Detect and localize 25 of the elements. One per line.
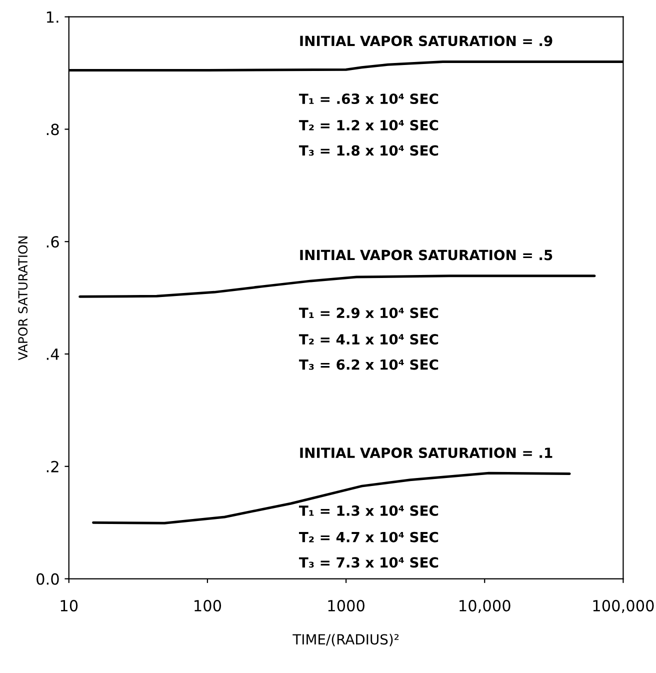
y-tick-label: 0.0 xyxy=(36,573,59,585)
x-tick-label: 10,000 xyxy=(460,600,510,613)
annotation: T₂ = 1.2 x 10⁴ SEC xyxy=(298,120,438,130)
annotation: INITIAL VAPOR SATURATION = .5 xyxy=(300,250,552,260)
annotation: T₁ = .63 x 10⁴ SEC xyxy=(298,94,438,104)
annotation: T₂ = 4.1 x 10⁴ SEC xyxy=(298,334,438,345)
x-tick-label: 1000 xyxy=(328,600,364,612)
annotation: INITIAL VAPOR SATURATION = .9 xyxy=(300,36,552,46)
annotation: T₃ = 6.2 x 10⁴ SEC xyxy=(298,359,438,370)
annotation: T₂ = 4.7 x 10⁴ SEC xyxy=(298,532,438,542)
y-tick-label: 1. xyxy=(46,11,58,23)
x-tick-label: 100,000 xyxy=(593,600,654,613)
annotation: T₃ = 7.3 x 10⁴ SEC xyxy=(298,557,438,568)
annotation: T₃ = 1.8 x 10⁴ SEC xyxy=(298,145,438,156)
annotation: T₁ = 1.3 x 10⁴ SEC xyxy=(298,505,438,516)
y-tick-label: .2 xyxy=(46,460,58,472)
annotation: T₁ = 2.9 x 10⁴ SEC xyxy=(298,308,438,318)
x-tick-label: 100 xyxy=(194,600,222,612)
x-tick-label: 10 xyxy=(60,600,78,612)
x-axis-title: TIME/(RADIUS)² xyxy=(292,634,399,646)
annotation: INITIAL VAPOR SATURATION = .1 xyxy=(300,448,552,458)
y-tick-label: .8 xyxy=(46,124,59,136)
y-tick-label: .4 xyxy=(46,348,59,360)
y-axis-title: VAPOR SATURATION xyxy=(18,236,28,360)
y-tick-label: .6 xyxy=(46,236,59,248)
